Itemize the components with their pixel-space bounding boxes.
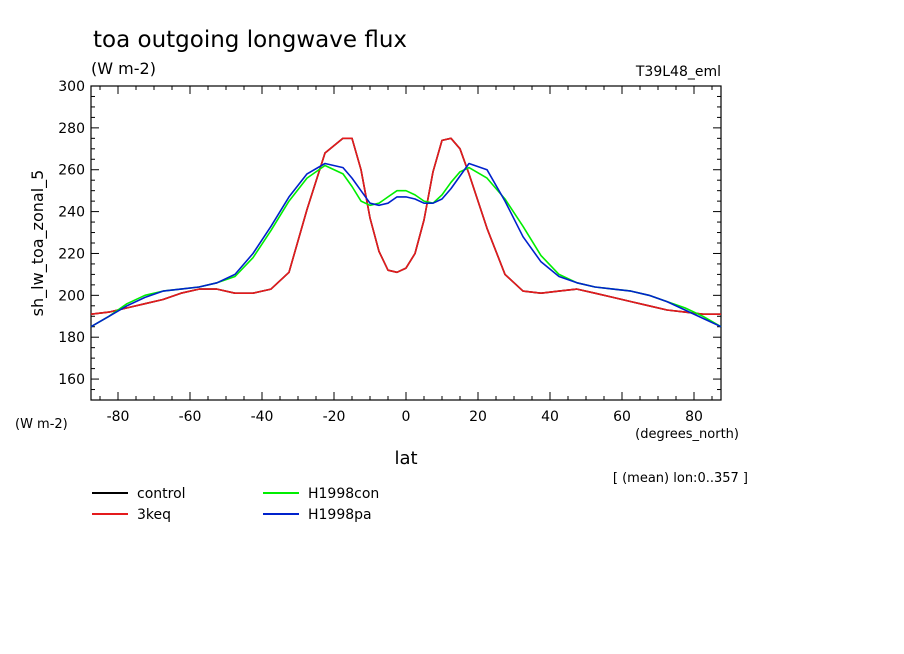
y-tick-label: 200	[58, 288, 85, 304]
x-tick-labels: -80 -60 -40 -20 0 20 40 60 80	[107, 409, 703, 425]
series-line-h1998con	[90, 164, 722, 328]
mean-note: [ (mean) lon:0..357 ]	[613, 471, 748, 486]
series-line-3keq	[90, 137, 721, 316]
y-tick-label: 280	[58, 121, 85, 137]
x-axis-label: lat	[394, 448, 417, 469]
series-lines	[90, 137, 722, 328]
legend-label: H1998pa	[308, 507, 372, 523]
y-tick-label: 220	[58, 246, 85, 262]
legend-label: H1998con	[308, 486, 379, 502]
x-tick-label: -80	[107, 409, 130, 425]
legend: control 3keq H1998con H1998pa	[92, 486, 379, 523]
y-tick-label: 240	[58, 205, 85, 221]
chart-units: (W m-2)	[91, 59, 156, 78]
axis-ticks	[91, 86, 721, 400]
y-axis-units: (W m-2)	[15, 417, 68, 432]
y-axis-label: sh_lw_toa_zonal_5	[28, 170, 48, 317]
y-tick-labels: 160 180 200 220 240 260 280 300	[58, 79, 85, 388]
y-tick-label: 160	[58, 372, 85, 388]
y-tick-label: 300	[58, 79, 85, 95]
x-tick-label: 60	[613, 409, 631, 425]
x-tick-label: 80	[685, 409, 703, 425]
plot-frame	[90, 85, 722, 401]
x-tick-label: -60	[179, 409, 202, 425]
x-tick-label: -20	[323, 409, 346, 425]
x-tick-label: -40	[251, 409, 274, 425]
model-label: T39L48_eml	[635, 64, 721, 80]
x-axis-units: (degrees_north)	[635, 427, 739, 442]
x-tick-label: 40	[541, 409, 559, 425]
y-tick-label: 260	[58, 163, 85, 179]
chart-title: toa outgoing longwave flux	[93, 27, 407, 53]
x-tick-label: 0	[402, 409, 411, 425]
legend-label: control	[137, 486, 186, 502]
legend-label: 3keq	[137, 507, 171, 523]
series-line-h1998pa	[90, 162, 722, 328]
y-tick-label: 180	[58, 330, 85, 346]
x-tick-label: 20	[469, 409, 487, 425]
